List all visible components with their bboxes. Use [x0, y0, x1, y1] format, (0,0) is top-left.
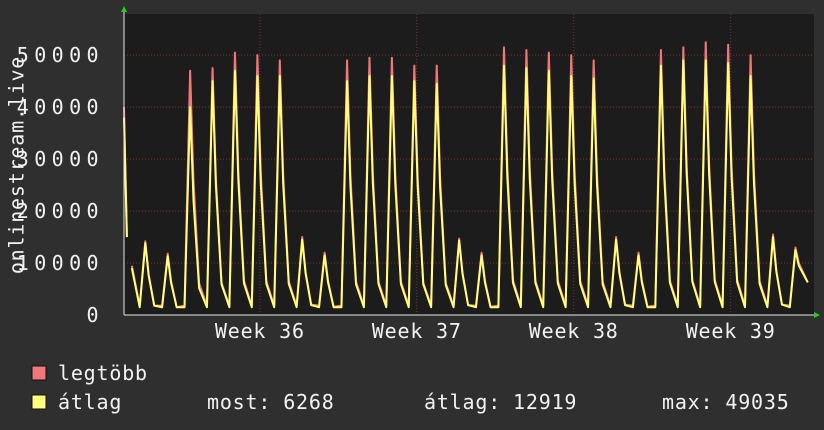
x-tick-label: Week 39	[686, 319, 776, 343]
y-tick-label: 40000	[17, 95, 104, 119]
y-tick-label: 50000	[17, 43, 104, 67]
stat-value: 49035	[725, 390, 789, 414]
legend: legtöbb átlag most: 6268 átlag: 12919 max: 4903…	[31, 361, 789, 414]
y-tick-label: 20000	[17, 199, 104, 223]
labels: 0 10000 20000 30000 40000 50000 Week 36 Week 37…	[17, 43, 776, 343]
stat-value: 12919	[513, 390, 577, 414]
stat-label: max:	[662, 390, 713, 414]
stat-value: 6268	[283, 390, 334, 414]
legend-label: legtöbb	[58, 361, 148, 385]
legend-label: átlag	[58, 390, 122, 414]
plot-area	[124, 14, 814, 315]
y-tick-label: 0	[87, 303, 104, 327]
y-axis-label: onlinestream.live	[5, 56, 29, 274]
stat-label: átlag:	[424, 390, 501, 414]
x-axis-arrow	[814, 312, 820, 318]
stat-label: most:	[207, 390, 271, 414]
x-tick-label: Week 37	[372, 319, 462, 343]
legend-swatch	[31, 365, 47, 381]
legend-swatch	[31, 394, 47, 410]
y-axis-arrow	[121, 6, 127, 12]
x-tick-label: Week 36	[215, 319, 305, 343]
y-tick-label: 10000	[17, 251, 104, 275]
x-tick-label: Week 38	[529, 319, 619, 343]
y-tick-label: 30000	[17, 147, 104, 171]
